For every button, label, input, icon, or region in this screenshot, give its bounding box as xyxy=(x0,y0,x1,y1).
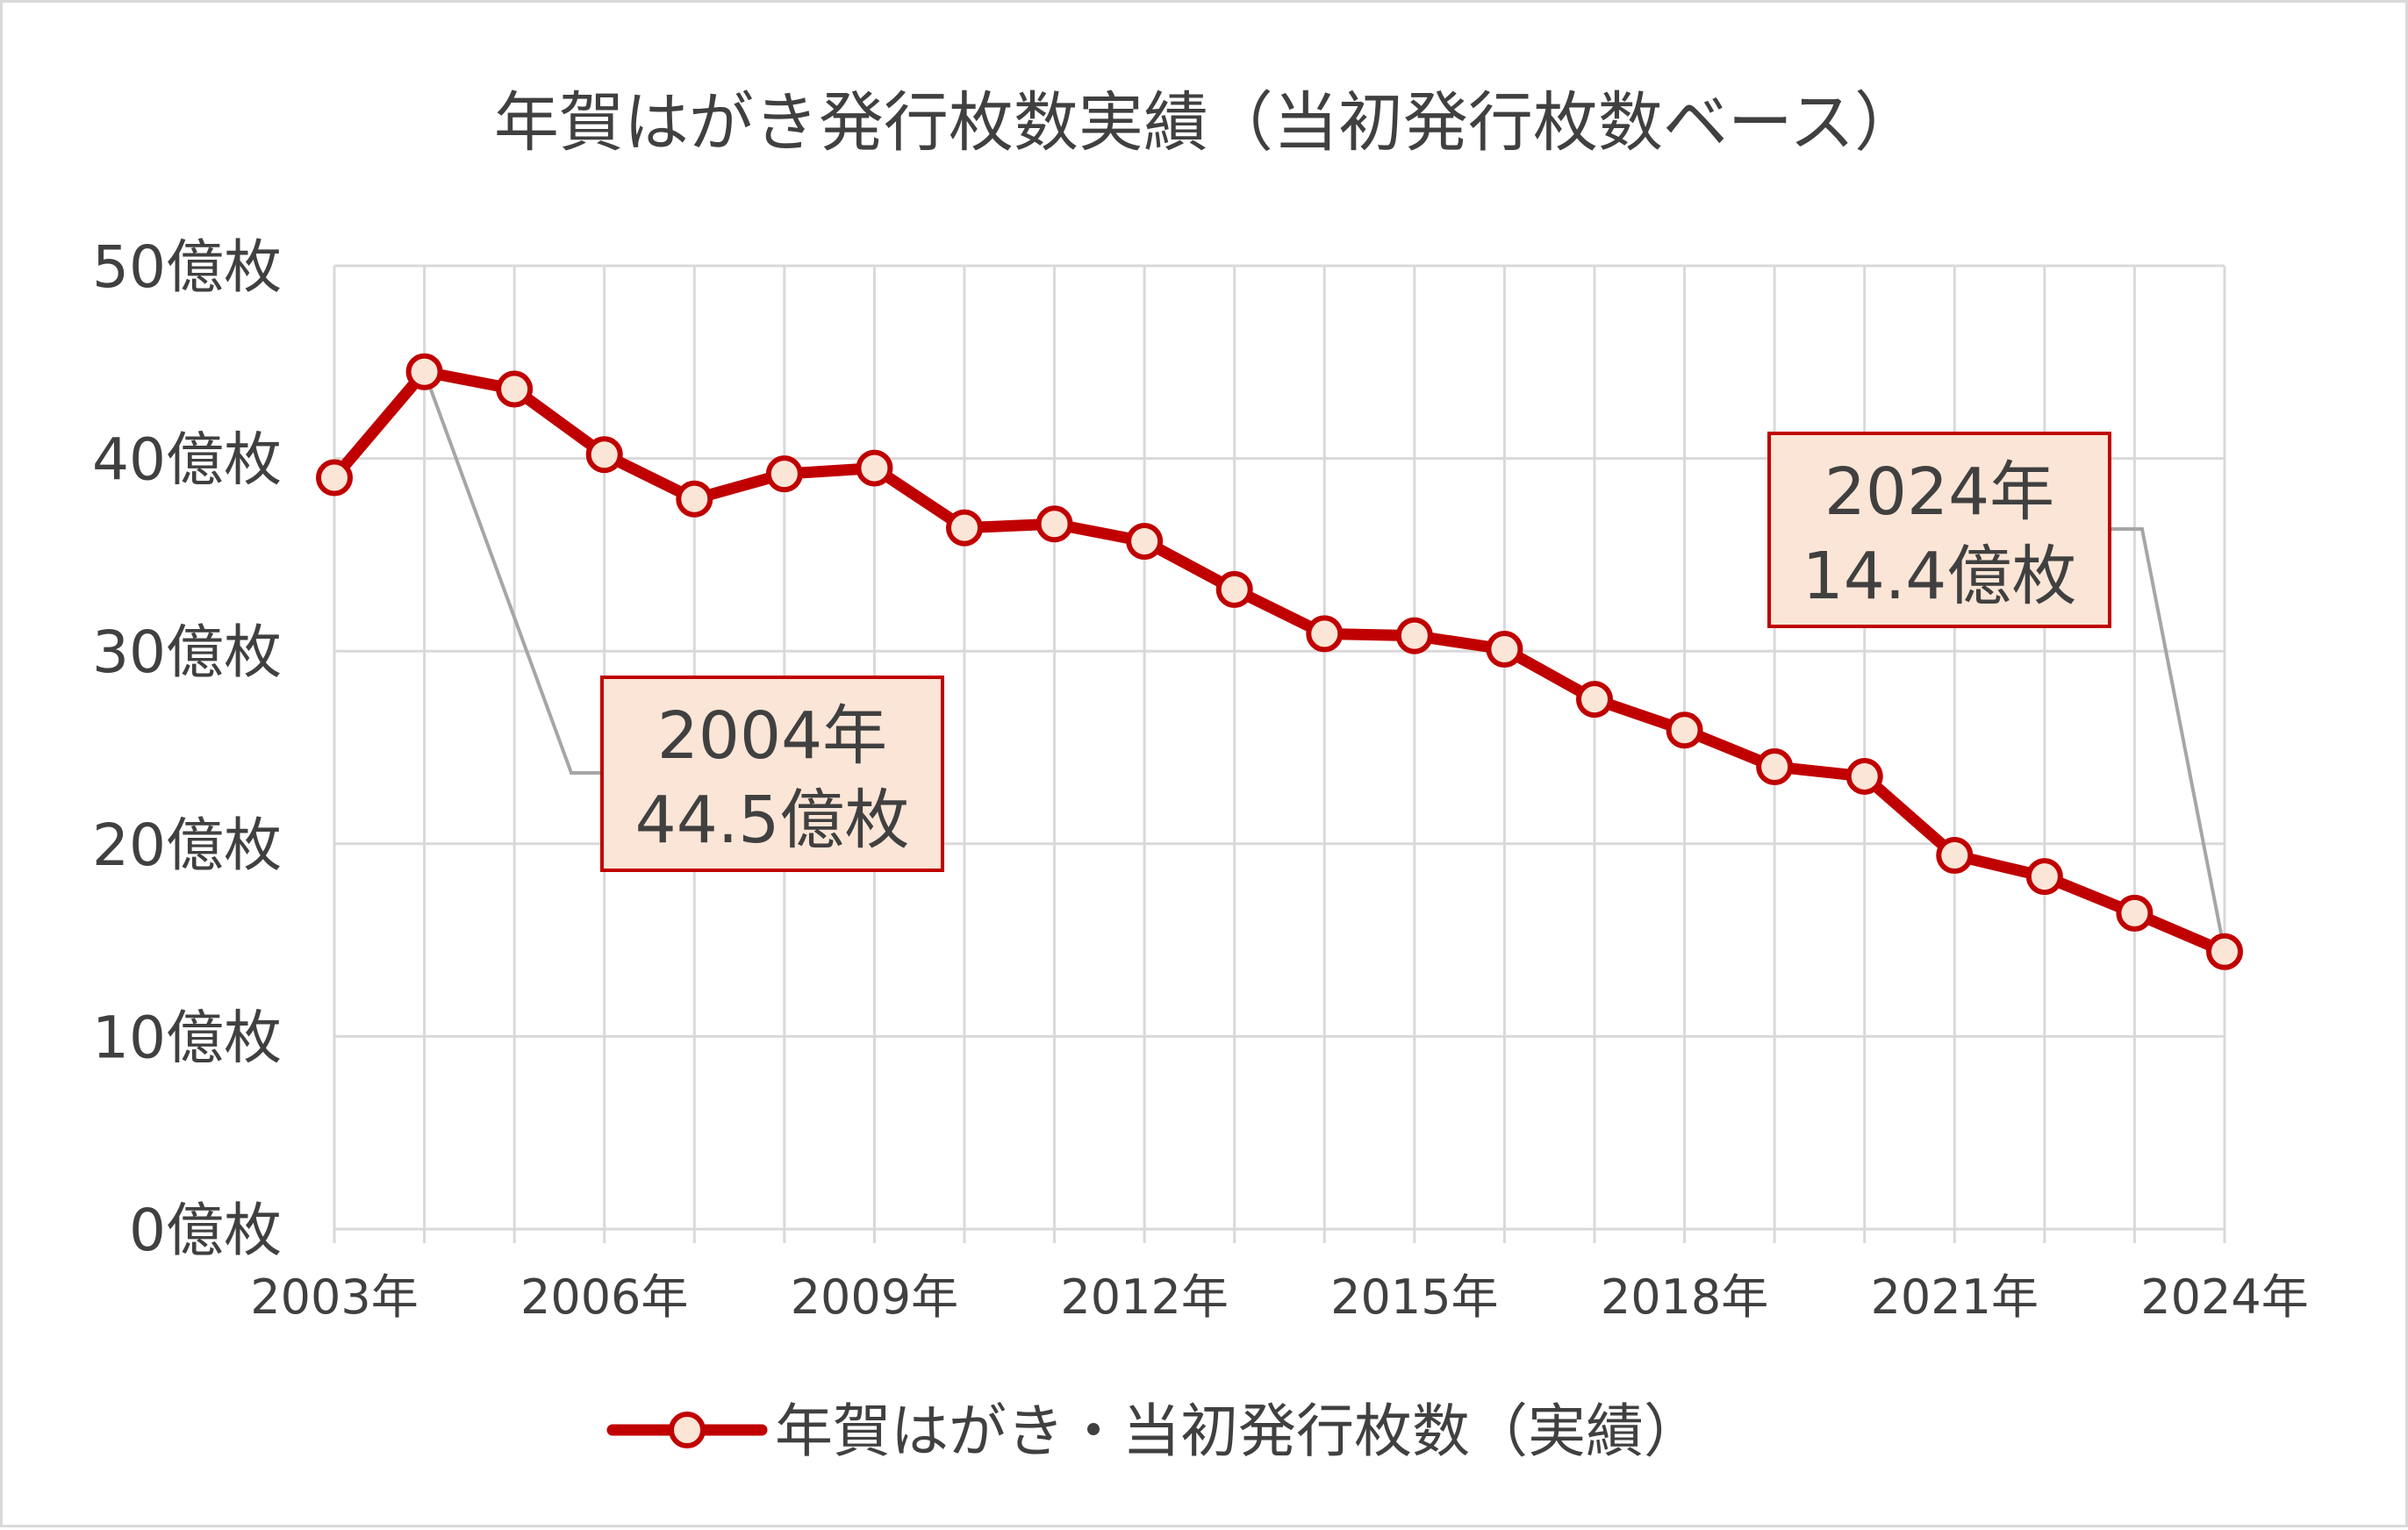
x-tick-label: 2021年 xyxy=(1871,1269,2039,1325)
y-tick-label: 20億枚 xyxy=(92,811,282,879)
data-point xyxy=(2206,933,2243,970)
data-point xyxy=(856,449,893,487)
data-point xyxy=(2025,858,2063,896)
leader-layer xyxy=(422,371,2226,953)
data-point xyxy=(1666,711,1703,749)
y-tick-label: 0億枚 xyxy=(129,1197,282,1264)
legend-marker-swatch xyxy=(669,1412,706,1448)
data-point xyxy=(1395,617,1433,654)
data-point xyxy=(946,509,983,547)
annotation-box xyxy=(1767,432,2111,628)
x-tick-label: 2012年 xyxy=(1060,1269,1228,1325)
x-tick-label: 2009年 xyxy=(791,1269,958,1325)
x-tick-label: 2015年 xyxy=(1330,1269,1498,1325)
annotation-value-label: 44.5億枚 xyxy=(635,783,910,858)
data-point xyxy=(316,459,353,497)
x-tick-label: 2006年 xyxy=(520,1269,688,1325)
data-point xyxy=(496,370,534,408)
annotation-leader-line xyxy=(422,371,602,775)
data-point xyxy=(1936,836,1974,874)
legend: 年賀はがき・当初発行枚数（実績） xyxy=(606,1398,1702,1465)
y-tick-label: 10億枚 xyxy=(92,1004,282,1071)
data-point xyxy=(1576,681,1613,719)
data-point xyxy=(2116,894,2154,932)
data-point xyxy=(1036,505,1073,543)
data-point xyxy=(1845,757,1883,795)
data-point xyxy=(405,353,443,390)
x-tick-label: 2003年 xyxy=(250,1269,418,1325)
chart-title: 年賀はがき発行枚数実績（当初発行枚数ベース） xyxy=(494,85,1919,161)
x-tick-label: 2018年 xyxy=(1601,1269,1768,1325)
series-line xyxy=(328,366,2231,958)
y-tick-label: 40億枚 xyxy=(92,426,282,494)
x-tick-label: 2024年 xyxy=(2140,1269,2308,1325)
series-layer xyxy=(316,353,2243,970)
data-point xyxy=(1756,747,1794,785)
annotation-leader-line xyxy=(2110,527,2226,953)
data-point xyxy=(1306,615,1344,653)
annotation-year-label: 2024年 xyxy=(1824,454,2054,530)
data-point xyxy=(1215,570,1253,608)
y-tick-label: 30億枚 xyxy=(92,618,282,686)
axis-layer: 0億枚 10億枚 20億枚 30億枚 40億枚 50億枚 2003年 2006年 2009年 20… xyxy=(92,233,2309,1325)
data-point xyxy=(765,455,803,493)
annotation-box xyxy=(600,676,944,872)
y-tick-label: 50億枚 xyxy=(92,233,282,301)
chart-svg: 年賀はがき発行枚数実績（当初発行枚数ベース） 0億枚 10億枚 20億枚 30億枚 40… xyxy=(92,85,2309,1465)
annotation-layer: 2004年 44.5億枚 2024年 14.4億枚 xyxy=(600,432,2111,872)
legend-label: 年賀はがき・当初発行枚数（実績） xyxy=(775,1398,1702,1465)
data-point xyxy=(676,480,713,518)
data-point xyxy=(585,436,623,474)
annotation-year-label: 2004年 xyxy=(657,698,887,774)
data-point xyxy=(1126,523,1164,561)
data-point xyxy=(1486,631,1523,668)
annotation-value-label: 14.4億枚 xyxy=(1802,539,2077,614)
